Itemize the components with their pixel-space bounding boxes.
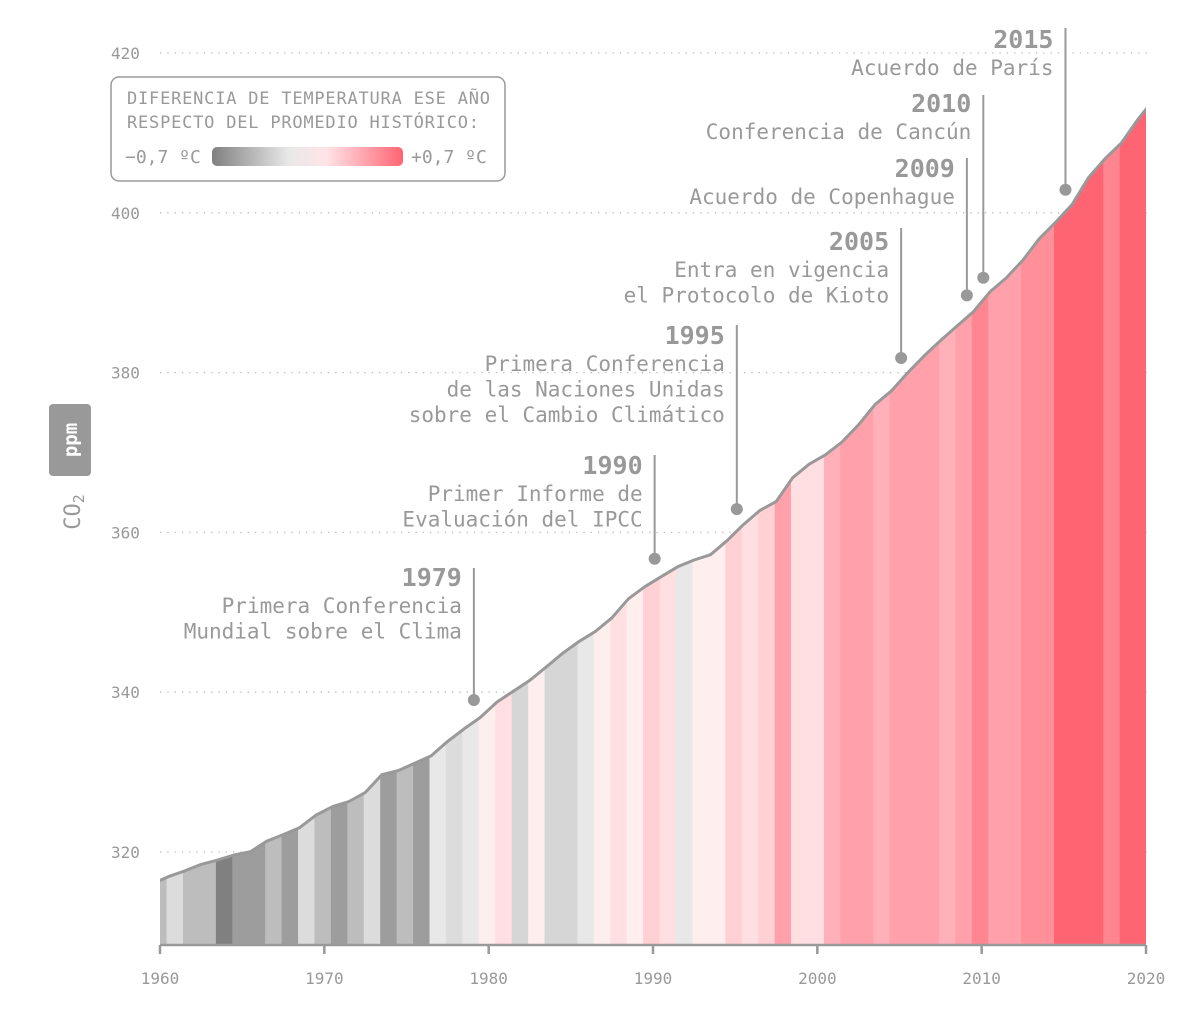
annotation-dot: [648, 552, 661, 565]
x-tick-label: 2020: [1127, 969, 1166, 988]
y-tick-label: 340: [111, 683, 140, 702]
legend-title-line1: DIFERENCIA DE TEMPERATURA ESE AÑO: [127, 87, 490, 109]
stripe-1981: [511, 99, 529, 945]
co2-label: CO2: [61, 494, 88, 530]
annotation-year: 2005: [829, 227, 889, 256]
unit-badge: [49, 404, 91, 476]
legend-gradient-bar: [212, 147, 403, 166]
legend: DIFERENCIA DE TEMPERATURA ESE AÑO RESPEC…: [110, 76, 506, 182]
x-tick-label: 1980: [469, 969, 508, 988]
x-tick-label: 1970: [305, 969, 344, 988]
annotation-dot: [895, 352, 908, 365]
x-tick-label: 2000: [798, 969, 837, 988]
legend-max-label: +0,7 ºC: [411, 147, 487, 168]
annotation-year: 2009: [895, 154, 955, 183]
annotation-dot: [467, 694, 480, 707]
annotation-text: Primera Conferencia: [485, 352, 725, 376]
stripe-2011: [1004, 99, 1022, 945]
x-tick-label: 2010: [962, 969, 1001, 988]
stripe-2015: [1070, 99, 1088, 945]
stripe-2012: [1021, 99, 1038, 945]
legend-box: [110, 76, 506, 182]
annotation-year: 1995: [665, 321, 725, 350]
annotation-text: de las Naciones Unidas: [447, 378, 725, 402]
stripe-2017: [1103, 99, 1121, 945]
co2-label-main: CO: [61, 503, 86, 530]
y-tick-label: 420: [111, 44, 140, 63]
stripe-2009: [971, 99, 989, 945]
annotation-year: 1990: [582, 451, 642, 480]
annotation-text: Acuerdo de Copenhague: [689, 185, 955, 209]
legend-title-line2: RESPECTO DEL PROMEDIO HISTÓRICO:: [127, 111, 479, 133]
stripe-1990: [659, 99, 677, 945]
unit-label: ppm: [60, 423, 82, 457]
annotation-year: 1979: [402, 563, 462, 592]
x-tick-label: 1990: [634, 969, 673, 988]
stripe-1991: [676, 99, 693, 945]
annotation-dot: [730, 503, 743, 516]
stripe-1982: [528, 99, 545, 945]
annotation-dot: [960, 289, 973, 302]
annotation-text: Primera Conferencia: [222, 594, 462, 618]
annotation-dot: [977, 271, 990, 284]
y-axis-ticks: 320 340 360 380 400 420: [111, 44, 140, 862]
co2-label-sub: 2: [70, 494, 88, 503]
annotation-text: Entra en vigencia: [674, 258, 889, 282]
annotation-year: 2015: [993, 25, 1053, 54]
y-tick-label: 380: [111, 364, 140, 383]
stripe-2016: [1086, 99, 1104, 945]
annotation-text: el Protocolo de Kioto: [624, 284, 890, 308]
annotation-text: Acuerdo de París: [851, 56, 1053, 80]
annotation-text: Primer Informe de: [428, 482, 643, 506]
legend-min-label: −0,7 ºC: [125, 147, 201, 168]
stripe-1983: [544, 99, 562, 945]
x-axis: 1960 1970 1980 1990 2000 2010 2020: [141, 943, 1166, 988]
stripe-1989: [643, 99, 660, 945]
annotation-text: Mundial sobre el Clima: [184, 620, 462, 644]
annotation-year: 2010: [911, 89, 971, 118]
x-tick-label: 1960: [141, 969, 180, 988]
y-tick-label: 320: [111, 843, 140, 862]
y-axis-label: ppm CO2: [49, 404, 91, 530]
y-tick-label: 400: [111, 204, 140, 223]
stripe-2013: [1037, 99, 1055, 945]
annotation-dot: [1059, 183, 1072, 196]
annotation-text: Conferencia de Cancún: [706, 120, 972, 144]
stripe-1984: [560, 99, 578, 945]
annotation-text: Evaluación del IPCC: [402, 508, 642, 532]
stripe-2019: [1136, 99, 1147, 945]
stripe-2014: [1053, 99, 1071, 945]
annotation-text: sobre el Cambio Climático: [409, 403, 725, 427]
stripe-2010: [988, 99, 1006, 945]
y-tick-label: 360: [111, 523, 140, 542]
co2-line: [160, 106, 1146, 883]
stripe-2018: [1119, 99, 1137, 945]
